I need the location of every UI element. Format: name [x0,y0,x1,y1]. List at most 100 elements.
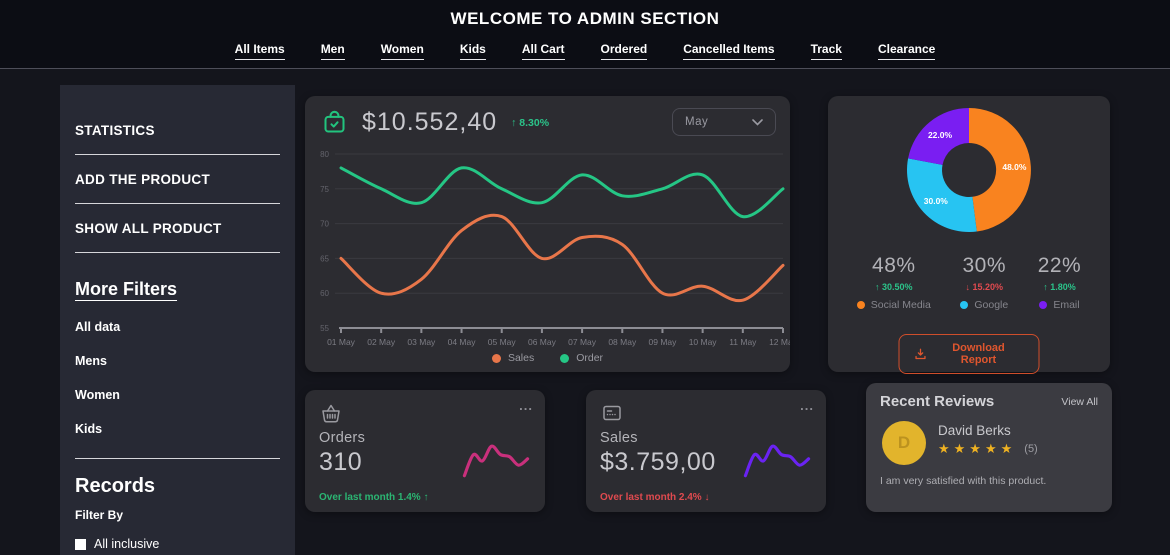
legend-label: Sales [507,352,535,364]
top-header: WELCOME TO ADMIN SECTION All Items Men Wom… [0,0,1170,69]
sidebar-item-statistics[interactable]: STATISTICS [75,105,280,155]
filter-item-kids[interactable]: Kids [75,422,103,436]
revenue-delta: ↑ 8.30% [511,116,550,129]
main-nav: All Items Men Women Kids All Cart Ordered Canc… [0,42,1170,60]
svg-text:30.0%: 30.0% [924,196,949,206]
nav-link-cancelled-items[interactable]: Cancelled Items [683,42,775,60]
svg-text:06 May: 06 May [528,337,557,347]
receipt-icon [600,401,624,425]
download-report-button[interactable]: Download Report [898,334,1040,374]
svg-text:55: 55 [320,324,329,333]
svg-text:65: 65 [320,254,329,263]
filter-by-label: Filter By [75,508,124,522]
nav-link-kids[interactable]: Kids [459,42,486,60]
svg-text:48.0%: 48.0% [1002,162,1027,172]
svg-text:09 May: 09 May [649,337,678,347]
stat-dot [856,301,865,309]
sales-card-header: ... [600,398,814,425]
stat-dot [960,301,969,309]
svg-text:08 May: 08 May [608,337,637,347]
records-title: Records [75,475,156,497]
review-text: I am very satisfied with this product. [880,475,1047,487]
nav-link-men[interactable]: Men [320,42,345,60]
stat-pct: 22% [1037,254,1082,277]
page-title: WELCOME TO ADMIN SECTION [450,9,720,28]
filter-item-all-data[interactable]: All data [75,320,121,334]
nav-link-all-cart[interactable]: All Cart [521,42,565,60]
orders-footer: Over last month 1.4% ↑ [319,492,429,503]
sidebar-item-show-all-product[interactable]: SHOW ALL PRODUCT [75,204,280,253]
stat-pct: 30% [962,254,1007,277]
filter-item-women[interactable]: Women [75,388,120,402]
legend-item-order: Order [560,352,603,364]
orders-sparkline [462,444,530,478]
ellipsis-icon[interactable]: ... [519,398,533,413]
legend-dot [560,353,570,363]
chevron-down-icon [752,118,763,126]
reviewer-name: David Berks [938,423,1011,438]
svg-text:10 May: 10 May [689,337,718,347]
svg-text:75: 75 [320,185,329,194]
star-rating: ★★★★★ [938,441,1017,456]
checkbox-row-all-inclusive[interactable]: All inclusive [75,537,280,551]
month-select[interactable]: May [672,108,776,136]
traffic-stats: 48% ↑ 30.50% Social Media 30% ↓ 15.20% Google… [828,254,1110,311]
revenue-amount: $10.552,40 [362,108,498,136]
chart-legend: Sales Order [305,352,790,364]
stat-email: 22% ↑ 1.80% Email [1038,254,1082,311]
revenue-line-chart: 80 75 70 65 60 55 01 May 02 May 03 May 04 May 05 M… [320,150,790,347]
stat-label-row: Social Media [856,299,931,311]
checkbox-list: All inclusiveDiscount AppliedTrending [75,537,280,555]
avatar: D [882,421,926,465]
reviews-title: Recent Reviews [880,393,995,410]
stat-social-media: 48% ↑ 30.50% Social Media [856,254,931,311]
ellipsis-icon[interactable]: ... [800,398,814,413]
stat-google: 30% ↓ 15.20% Google [960,254,1008,311]
download-report-label: Download Report [952,342,1005,366]
stat-delta: ↑ 1.80% [1043,282,1076,292]
sidebar-item-add-the-product[interactable]: ADD THE PRODUCT [75,155,280,204]
stat-label: Email [1053,299,1080,311]
svg-text:02 May: 02 May [367,337,396,347]
basket-icon [319,401,343,425]
orders-title: Orders [319,430,366,446]
revenue-card: $10.552,40 ↑ 8.30% May 80 75 70 65 60 55 01 Ma… [305,96,790,372]
stat-label: Google [974,299,1009,311]
reviews-card-header: Recent Reviews View All [880,393,1098,410]
svg-text:22.0%: 22.0% [928,130,953,140]
svg-text:03 May: 03 May [407,337,436,347]
stat-label-row: Email [1038,299,1082,311]
divider [75,458,280,459]
stat-delta: ↑ 30.50% [875,282,913,292]
svg-text:80: 80 [320,150,329,159]
revenue-header: $10.552,40 ↑ 8.30% [321,108,549,137]
reviews-card: Recent Reviews View All D David Berks ★★… [866,383,1112,512]
legend-item-sales: Sales [491,352,535,364]
filter-item-mens[interactable]: Mens [75,354,107,368]
stat-label-row: Google [960,299,1008,311]
month-select-value: May [685,116,709,128]
svg-text:05 May: 05 May [488,337,517,347]
svg-text:60: 60 [320,289,329,298]
nav-link-ordered[interactable]: Ordered [600,42,648,60]
svg-text:07 May: 07 May [568,337,597,347]
filter-list: All data Mens Women Kids [75,320,280,436]
more-filters-title[interactable]: More Filters [75,279,178,299]
svg-text:11 May: 11 May [729,337,757,347]
sales-footer: Over last month 2.4% ↓ [600,492,710,503]
stat-pct: 48% [872,254,916,277]
traffic-card: 48.0% 30.0% 22.0% 48% ↑ 30.50% Social Media 3… [828,96,1110,374]
nav-link-track[interactable]: Track [810,42,842,60]
rating-count: (5) [1024,443,1038,455]
svg-text:01 May: 01 May [327,337,356,347]
orders-value: 310 [319,448,363,476]
nav-link-all-items[interactable]: All Items [234,42,285,60]
nav-link-clearance[interactable]: Clearance [877,42,936,60]
checkbox-all-inclusive[interactable] [75,538,86,550]
nav-link-women[interactable]: Women [380,42,424,60]
orders-card-header: ... [319,398,533,425]
stat-delta: ↓ 15.20% [965,282,1004,292]
view-all-link[interactable]: View All [1061,395,1098,408]
sales-title: Sales [600,430,638,446]
legend-label: Order [576,352,604,364]
